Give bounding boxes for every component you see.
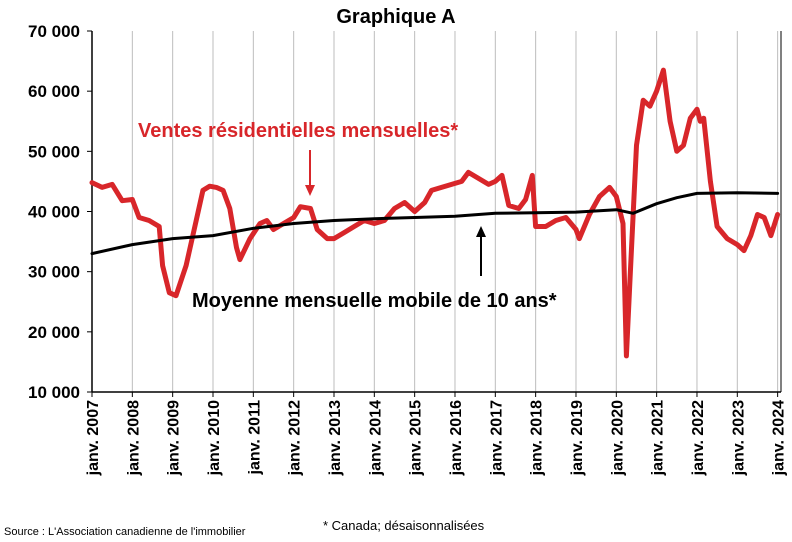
x-tick-label: janv. 2010 [206,400,223,476]
footnote: * Canada; désaisonnalisées [323,518,485,533]
x-tick-label: janv. 2024 [771,400,788,476]
x-tick-label: janv. 2018 [529,400,546,476]
legend-average-label: Moyenne mensuelle mobile de 10 ans* [192,290,557,312]
y-tick-label: 20 000 [28,323,80,342]
average-line [90,191,780,256]
x-tick-label: janv. 2015 [408,400,425,476]
x-tick-label: janv. 2007 [85,400,102,476]
chart-title: Graphique A [336,6,455,28]
grid [131,31,779,392]
x-tick-label: janv. 2013 [327,400,344,476]
source-note: Source : L'Association canadienne de l'i… [4,526,246,538]
sales-arrow-head [305,185,315,196]
y-ticks: 10 000 20 000 30 000 40 000 50 000 60 000 70 0… [28,22,92,402]
y-tick-label: 40 000 [28,203,80,222]
x-tick-label: janv. 2020 [609,400,626,476]
y-tick-label: 50 000 [28,142,80,161]
x-tick-label: janv. 2016 [448,400,465,476]
average-arrow-head [476,226,486,237]
series [89,67,781,359]
x-ticks: janv. 2007 janv. 2008 janv. 2009 janv. 2010… [85,392,788,476]
y-tick-label: 30 000 [28,263,80,282]
x-tick-label: janv. 2009 [166,400,183,476]
x-tick-label: janv. 2017 [488,400,505,476]
x-tick-label: janv. 2023 [730,400,747,476]
axes [91,31,782,393]
x-tick-label: janv. 2012 [287,400,304,476]
x-tick-label: janv. 2014 [367,400,384,476]
x-tick-label: janv. 2021 [650,400,667,476]
y-tick-label: 60 000 [28,82,80,101]
x-tick-label: janv. 2008 [125,400,142,476]
x-tick-label: janv. 2019 [569,400,586,476]
y-tick-label: 10 000 [28,383,80,402]
legend-sales-label: Ventes résidentielles mensuelles* [138,120,458,142]
y-tick-label: 70 000 [28,22,80,41]
sales-line [89,67,781,359]
x-tick-label: janv. 2022 [690,400,707,476]
x-tick-label: janv. 2011 [246,400,263,476]
